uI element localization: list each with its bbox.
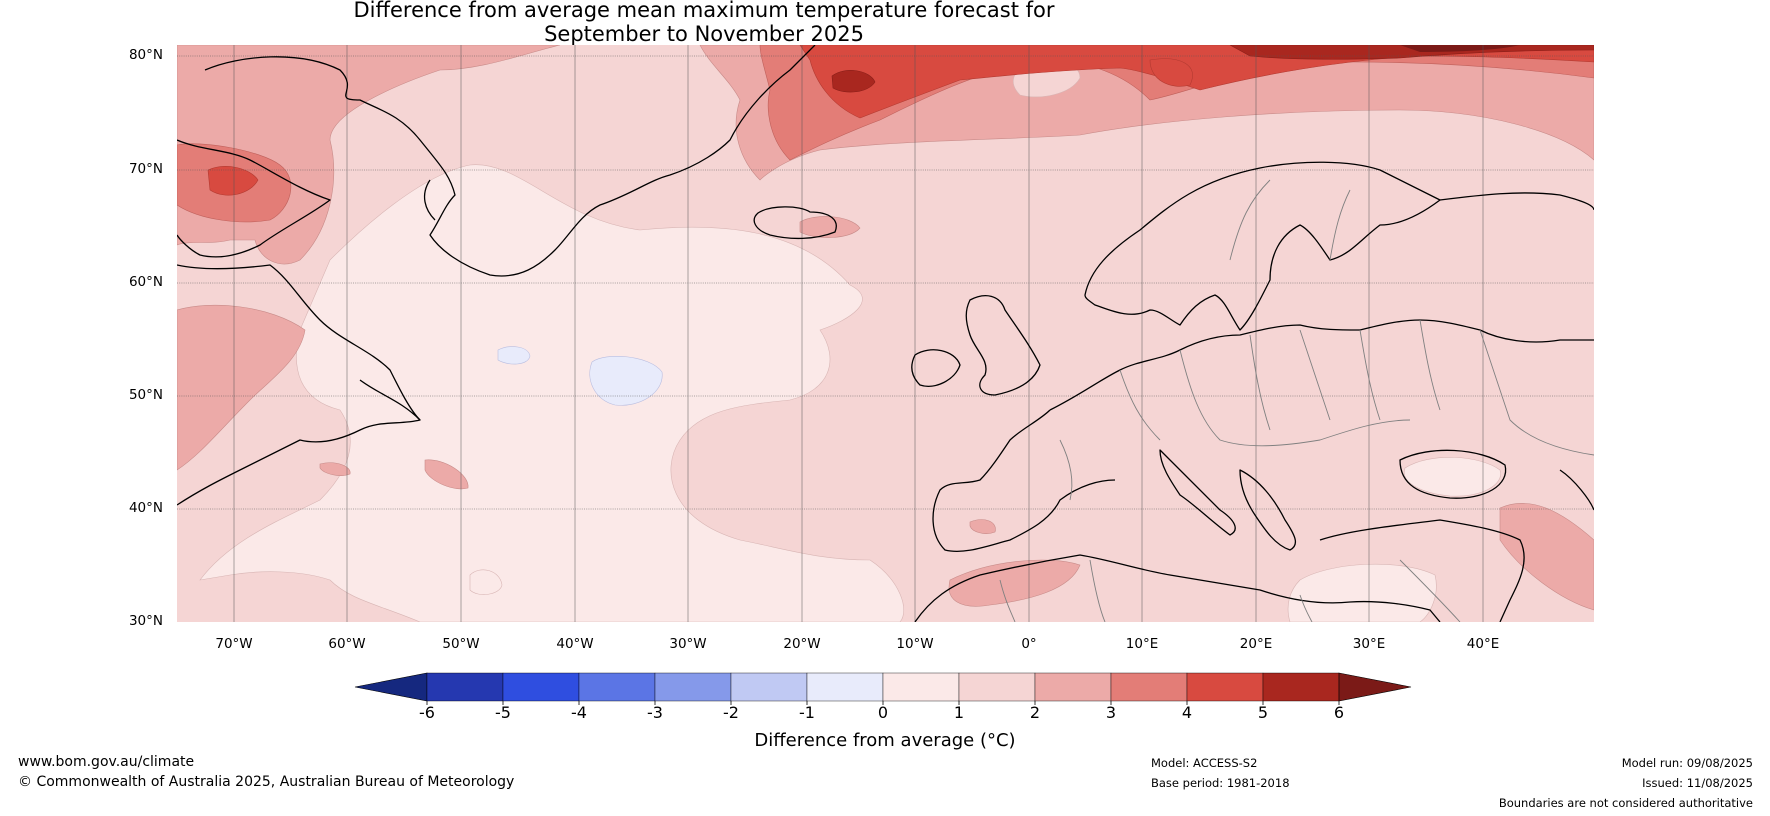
colorbar-segment (654, 672, 732, 702)
colorbar-tick-label: -5 (495, 703, 511, 722)
lat-label-30n: 30°N (128, 613, 163, 629)
lon-label-20e: 20°E (1239, 636, 1273, 652)
title-line-2: September to November 2025 (544, 22, 864, 46)
anomaly-band-0-1 (199, 164, 904, 622)
lon-label-0: 0° (1021, 636, 1037, 652)
colorbar-extend-high (1338, 672, 1412, 702)
colorbar-segment (882, 672, 960, 702)
graticule (177, 55, 1594, 510)
lon-label-40w: 40°W (556, 636, 594, 652)
disclaimer-text: Boundaries are not considered authoritat… (1498, 796, 1753, 810)
colorbar-segment (730, 672, 808, 702)
colorbar: -6 -5 -4 -3 -2 -1 0 1 2 3 4 5 6 (354, 672, 1412, 722)
copyright-text: © Commonwealth of Australia 2025, Austra… (18, 774, 515, 790)
colorbar-tick-label: 2 (1030, 703, 1040, 722)
colorbar-tick-label: 0 (878, 703, 888, 722)
colorbar-segment (426, 672, 504, 702)
colorbar-segment (1034, 672, 1112, 702)
lon-label-60w: 60°W (328, 636, 366, 652)
issued-text: Issued: 11/08/2025 (1642, 776, 1753, 790)
lon-label-10e: 10°E (1125, 636, 1159, 652)
colorbar-segment (958, 672, 1036, 702)
colorbar-tick-label: -1 (799, 703, 815, 722)
anomaly-band-neg1-0 (589, 356, 663, 406)
colorbar-segment (1110, 672, 1188, 702)
colorbar-tick-label: -4 (571, 703, 587, 722)
colorbar-tick-label: 5 (1258, 703, 1268, 722)
lat-label-60n: 60°N (128, 274, 163, 290)
colorbar-segment (1186, 672, 1264, 702)
colorbar-segment (806, 672, 884, 702)
lat-label-70n: 70°N (128, 161, 163, 177)
lon-label-40e: 40°E (1466, 636, 1500, 652)
country-borders (999, 179, 1594, 622)
title-line-1: Difference from average mean maximum tem… (353, 0, 1055, 22)
model-run-text: Model run: 09/08/2025 (1621, 756, 1753, 770)
colorbar-segment (502, 672, 580, 702)
colorbar-tick-label: -3 (647, 703, 663, 722)
website-link[interactable]: www.bom.gov.au/climate (18, 754, 195, 770)
lat-label-40n: 40°N (128, 500, 163, 516)
colorbar-tick-label: -6 (419, 703, 435, 722)
anomaly-band-5-6 (1229, 45, 1594, 60)
lat-label-80n: 80°N (128, 47, 163, 63)
map-field (177, 45, 1594, 622)
lon-label-30e: 30°E (1352, 636, 1386, 652)
colorbar-tick-label: 1 (954, 703, 964, 722)
lon-label-20w: 20°W (783, 636, 821, 652)
base-period-text: Base period: 1981-2018 (1151, 776, 1290, 790)
colorbar-segment (578, 672, 656, 702)
colorbar-tick-label: 6 (1334, 703, 1344, 722)
coastlines (177, 45, 1594, 622)
lon-label-30w: 30°W (669, 636, 707, 652)
lon-label-70w: 70°W (215, 636, 253, 652)
chart-title: Difference from average mean maximum tem… (0, 0, 1408, 46)
model-text: Model: ACCESS-S2 (1151, 756, 1258, 770)
colorbar-label: Difference from average (°C) (754, 730, 1016, 751)
colorbar-tick-label: 3 (1106, 703, 1116, 722)
colorbar-tick-label: -2 (723, 703, 739, 722)
colorbar-segment (1262, 672, 1340, 702)
colorbar-extend-low (354, 672, 428, 702)
lat-label-50n: 50°N (128, 387, 163, 403)
lon-label-10w: 10°W (896, 636, 934, 652)
colorbar-tick-label: 4 (1182, 703, 1192, 722)
forecast-map (177, 45, 1594, 622)
lon-label-50w: 50°W (442, 636, 480, 652)
